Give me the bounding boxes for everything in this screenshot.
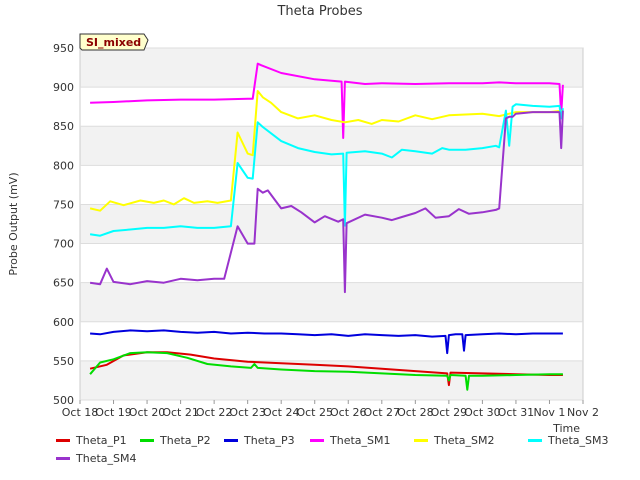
y-tick-label: 500	[53, 394, 74, 407]
y-axis-ticks: 500 550 600 650 700 750 800 850 900 950	[53, 42, 74, 407]
legend-label: Theta_SM2	[434, 434, 495, 447]
gridlines	[80, 47, 583, 401]
x-tick-label: Oct 26	[330, 406, 367, 419]
legend-swatch	[414, 438, 428, 442]
legend-label: Theta_SM4	[76, 452, 137, 465]
site-badge: SI_mixed	[79, 33, 149, 51]
series-lines	[89, 62, 564, 391]
legend-label: Theta_SM3	[548, 434, 609, 447]
legend-label: Theta_P2	[160, 434, 211, 447]
badge-shape	[79, 33, 149, 51]
y-tick-label: 700	[53, 238, 74, 251]
series-line-theta-sm3	[89, 103, 564, 237]
y-axis-label: Probe Output (mV)	[7, 172, 20, 275]
legend-swatch	[310, 438, 324, 442]
series-line-theta-p3	[90, 329, 563, 355]
legend-item-theta-p3: Theta_P3	[224, 434, 295, 448]
x-tick-label: Oct 24	[263, 406, 300, 419]
y-tick-label: 650	[53, 277, 74, 290]
x-tick-label: Oct 25	[296, 406, 333, 419]
legend-item-theta-sm3: Theta_SM3	[528, 434, 608, 448]
legend-swatch	[528, 438, 542, 442]
legend-label: Theta_P3	[244, 434, 295, 447]
series-line-theta-sm4	[89, 110, 564, 294]
x-tick-label: Oct 19	[95, 406, 132, 419]
legend-label: Theta_P1	[76, 434, 127, 447]
x-tick-label: Oct 27	[364, 406, 401, 419]
legend-item-theta-sm4: Theta_SM4	[56, 452, 136, 466]
x-tick-label: Oct 29	[431, 406, 468, 419]
badge-label: SI_mixed	[86, 36, 141, 49]
series-line-theta-sm1	[90, 62, 564, 139]
series-line-theta-p2	[89, 351, 563, 391]
x-tick-label: Oct 21	[162, 406, 199, 419]
x-tick-label: Oct 28	[397, 406, 434, 419]
plot-band	[80, 360, 583, 400]
plot-band	[80, 282, 583, 322]
y-tick-label: 800	[53, 159, 74, 172]
legend-item-theta-sm1: Theta_SM1	[310, 434, 390, 448]
y-tick-label: 850	[53, 120, 74, 133]
x-tick-label: Oct 31	[498, 406, 535, 419]
legend-item-theta-sm2: Theta_SM2	[414, 434, 494, 448]
plot-band	[80, 204, 583, 244]
x-tick-label: Oct 18	[62, 406, 99, 419]
y-tick-label: 750	[53, 198, 74, 211]
x-tick-label: Oct 30	[464, 406, 501, 419]
x-tick-label: Nov 1	[533, 406, 565, 419]
legend-label: Theta_SM1	[330, 434, 391, 447]
series-line-theta-sm2	[89, 90, 564, 212]
y-tick-label: 900	[53, 81, 74, 94]
legend-item-theta-p1: Theta_P1	[56, 434, 127, 448]
legend-swatch	[224, 438, 238, 442]
chart-title: Theta Probes	[276, 4, 362, 19]
y-tick-label: 550	[53, 355, 74, 368]
legend-item-theta-p2: Theta_P2	[140, 434, 211, 448]
x-tick-label: Oct 22	[196, 406, 233, 419]
x-tick-label: Nov 2	[567, 406, 599, 419]
x-tick-label: Oct 23	[229, 406, 266, 419]
legend-swatch	[140, 438, 154, 442]
legend-swatch	[56, 438, 70, 442]
y-tick-label: 950	[53, 42, 74, 55]
x-tick-label: Oct 20	[129, 406, 166, 419]
legend-swatch	[56, 456, 70, 460]
x-axis-label: Time	[552, 422, 580, 435]
y-tick-label: 600	[53, 316, 74, 329]
